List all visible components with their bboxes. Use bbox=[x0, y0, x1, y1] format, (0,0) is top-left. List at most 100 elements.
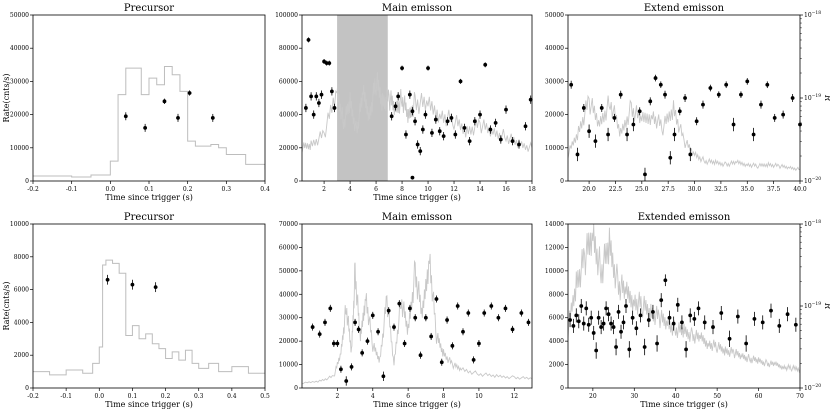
data-point bbox=[332, 106, 337, 110]
y-tick-label: 60000 bbox=[279, 244, 298, 251]
y2-tick-label: 10−19 bbox=[804, 301, 821, 310]
data-point bbox=[433, 117, 438, 122]
light-curve-line bbox=[302, 253, 532, 385]
data-point bbox=[581, 321, 586, 326]
data-point bbox=[510, 139, 515, 144]
x-tick-label: 12 bbox=[510, 393, 518, 400]
y-tick-label: 10000 bbox=[10, 145, 29, 152]
x-tick-label: 40 bbox=[672, 393, 680, 400]
x-tick-label: 27.5 bbox=[662, 186, 676, 193]
y-axis-label: Rate(cnts/s) bbox=[2, 282, 11, 331]
data-point bbox=[410, 175, 415, 180]
data-point bbox=[316, 101, 321, 105]
data-point bbox=[593, 139, 598, 144]
data-point bbox=[434, 297, 439, 301]
data-point bbox=[430, 130, 434, 135]
data-point bbox=[611, 325, 616, 329]
x-tick-label: -0.2 bbox=[27, 393, 39, 400]
chart-panel-2: 2 4 6 8 10 12 14 16 18 0 20000 40000 60000 80000 10000… bbox=[275, 3, 536, 202]
chart-title: Main emisson bbox=[382, 3, 453, 14]
data-point bbox=[745, 79, 750, 84]
data-point bbox=[584, 306, 589, 311]
x-tick-label: 10 bbox=[424, 186, 432, 193]
y-tick-label: 100000 bbox=[275, 12, 298, 19]
data-point bbox=[634, 326, 639, 331]
data-point bbox=[402, 341, 407, 346]
data-point bbox=[688, 313, 693, 318]
data-point bbox=[752, 316, 757, 321]
data-point bbox=[675, 302, 680, 307]
data-point bbox=[423, 112, 428, 117]
x-tick-label: 60 bbox=[755, 393, 763, 400]
data-point bbox=[614, 345, 618, 349]
y2-tick-label: 10−18 bbox=[804, 219, 821, 228]
y-tick-label: 70000 bbox=[279, 221, 298, 228]
data-point bbox=[404, 132, 408, 137]
data-point bbox=[105, 277, 110, 282]
plot-frame bbox=[301, 223, 533, 389]
x-tick-label: 6 bbox=[406, 393, 410, 400]
x-tick-label: 35.0 bbox=[741, 186, 755, 193]
x-axis-label: Time since trigger (s) bbox=[373, 193, 461, 202]
data-point bbox=[397, 301, 402, 306]
data-point bbox=[692, 316, 697, 321]
data-point bbox=[701, 102, 705, 107]
data-point bbox=[781, 112, 786, 117]
y-tick-label: 30000 bbox=[545, 78, 564, 85]
y-tick-label: 2000 bbox=[549, 362, 564, 369]
data-point bbox=[453, 132, 458, 137]
data-point bbox=[618, 92, 623, 97]
data-point bbox=[472, 119, 477, 124]
data-point bbox=[462, 125, 467, 130]
data-point bbox=[498, 137, 503, 142]
data-point bbox=[630, 315, 635, 320]
data-point bbox=[415, 142, 420, 147]
x-tick-label: 0.2 bbox=[183, 186, 193, 193]
x-tick-label: 40.0 bbox=[793, 186, 807, 193]
data-point bbox=[574, 313, 579, 318]
y-tick-label: 20000 bbox=[545, 112, 564, 119]
light-curve-step bbox=[33, 65, 265, 178]
data-point bbox=[349, 365, 354, 369]
x-tick-label: 0.5 bbox=[260, 393, 270, 400]
data-point bbox=[671, 321, 676, 326]
data-point bbox=[426, 66, 430, 71]
data-point bbox=[176, 116, 180, 120]
data-point bbox=[323, 320, 327, 325]
data-point bbox=[589, 315, 594, 320]
plot-frame bbox=[32, 14, 266, 182]
chart-panel-5: 2 4 6 8 10 12 0 10000 20000 30000 40000 50000 60000 7… bbox=[279, 212, 533, 409]
x-tick-label: 32.5 bbox=[714, 186, 728, 193]
x-tick-label: 25.0 bbox=[635, 186, 649, 193]
data-point bbox=[353, 320, 357, 325]
data-point bbox=[455, 304, 460, 308]
chart-panel-6: 20 30 40 50 60 70 0 2000 4000 6000 8000 10000 12000 1… bbox=[545, 212, 830, 409]
data-point bbox=[680, 320, 684, 325]
y2-tick-label: 10−18 bbox=[804, 10, 821, 19]
data-point bbox=[429, 334, 434, 339]
data-point bbox=[324, 61, 329, 66]
data-point bbox=[466, 311, 471, 315]
y-tick-label: 8000 bbox=[549, 291, 564, 298]
y-tick-label: 0 bbox=[560, 178, 564, 185]
data-point bbox=[711, 325, 715, 329]
y-tick-label: 10000 bbox=[279, 362, 298, 369]
data-point bbox=[413, 315, 418, 320]
x-tick-label: 18 bbox=[528, 186, 536, 193]
data-point bbox=[677, 109, 682, 114]
data-point bbox=[609, 321, 613, 326]
data-point bbox=[612, 116, 617, 120]
data-point bbox=[344, 379, 349, 383]
data-point bbox=[483, 62, 488, 67]
data-point bbox=[642, 345, 647, 349]
data-point bbox=[694, 119, 699, 124]
x-tick-label: 0.1 bbox=[128, 393, 138, 400]
y-tick-label: 50000 bbox=[545, 12, 564, 19]
data-point bbox=[130, 282, 135, 287]
x-tick-label: 70 bbox=[796, 393, 804, 400]
data-point bbox=[489, 304, 494, 308]
data-point bbox=[735, 314, 740, 319]
data-point bbox=[458, 79, 463, 84]
data-point bbox=[648, 99, 653, 104]
